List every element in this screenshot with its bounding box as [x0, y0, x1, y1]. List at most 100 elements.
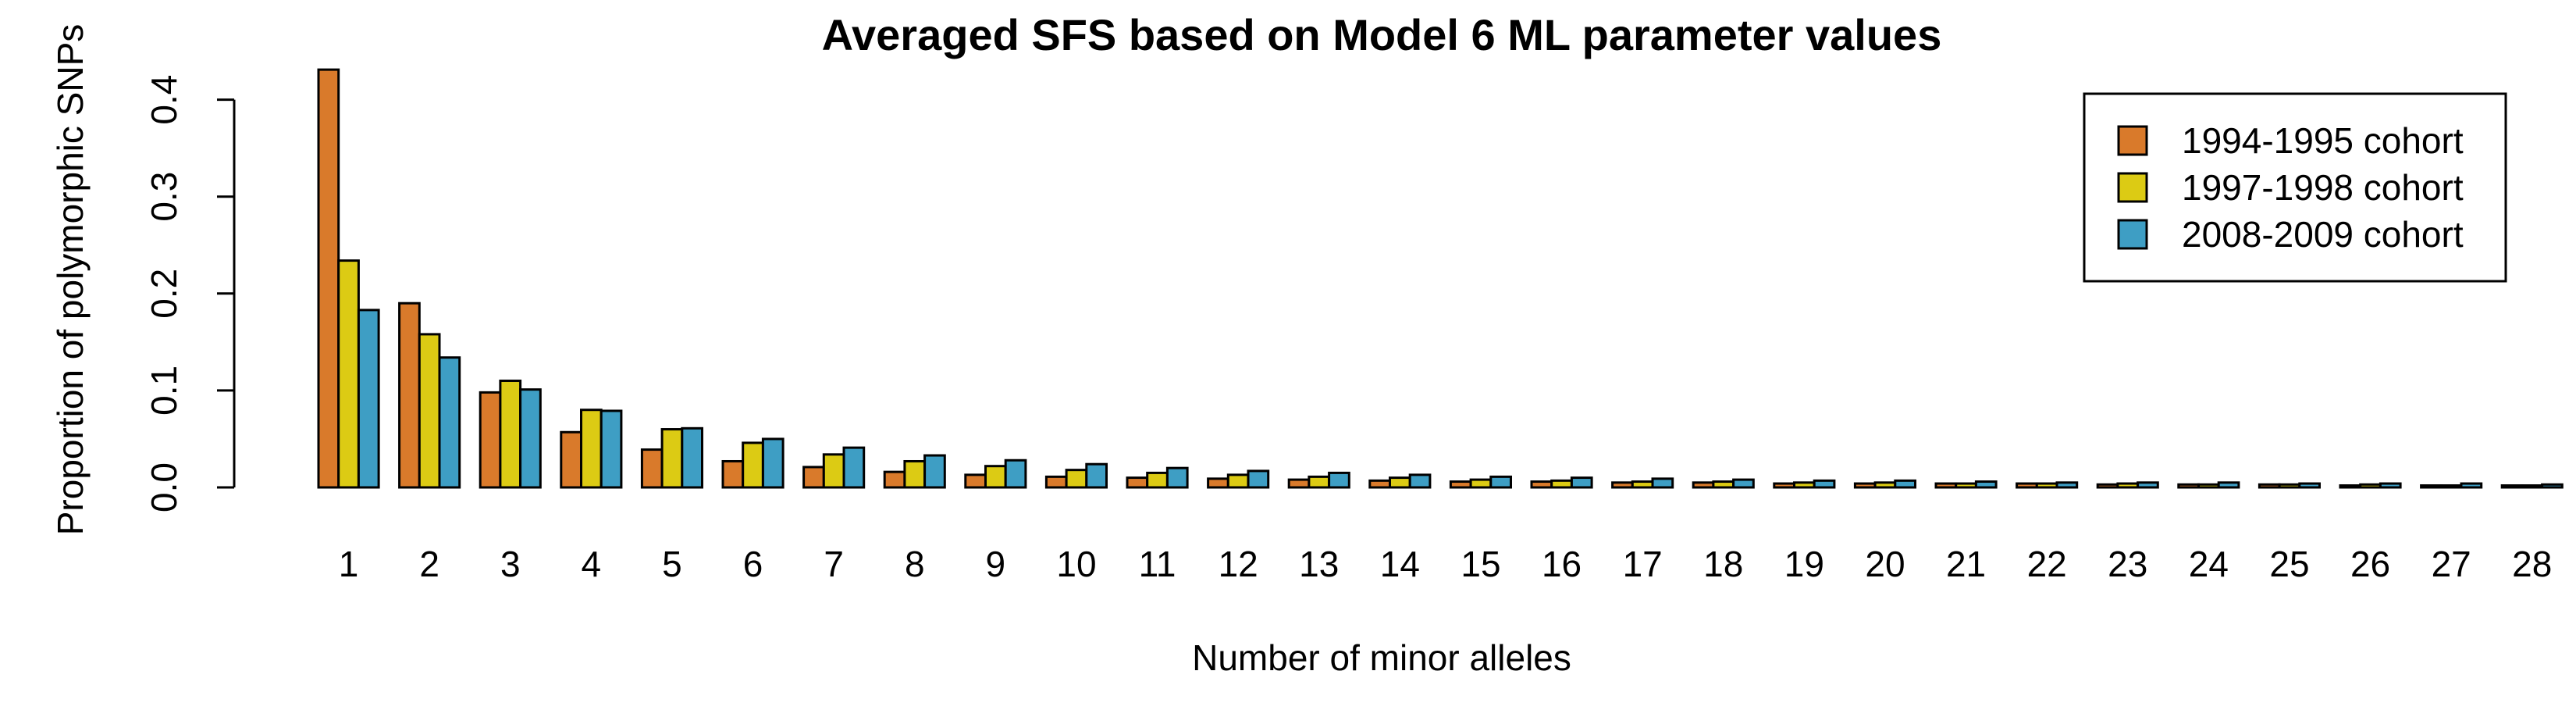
- y-tick-label: 0.3: [144, 172, 184, 222]
- x-tick-label: 1: [339, 544, 359, 584]
- bar: [1146, 471, 1169, 489]
- x-axis-label: Number of minor alleles: [1192, 637, 1571, 678]
- legend-swatch: [2117, 219, 2148, 250]
- bar: [964, 473, 987, 489]
- x-tick-label: 20: [1865, 544, 1905, 584]
- x-tick-label: 17: [1623, 544, 1663, 584]
- bar: [1389, 476, 1411, 489]
- bar: [1651, 477, 1674, 489]
- x-tick-label: 2: [419, 544, 439, 584]
- bar: [1732, 478, 1755, 489]
- bar: [1308, 475, 1331, 489]
- bar: [640, 448, 664, 489]
- x-tick-label: 19: [1784, 544, 1824, 584]
- bar: [1611, 481, 1634, 489]
- bar: [2035, 482, 2058, 489]
- bar: [600, 409, 623, 489]
- bar: [1853, 482, 1877, 489]
- legend-label: 1994-1995 cohort: [2182, 120, 2464, 161]
- bar: [2359, 483, 2382, 489]
- bar: [1126, 476, 1149, 489]
- x-tick-label: 26: [2350, 544, 2390, 584]
- y-tick-label: 0.1: [144, 366, 184, 416]
- bar: [337, 259, 360, 489]
- x-tick-label: 14: [1380, 544, 1420, 584]
- bar: [2379, 482, 2402, 489]
- bar: [2258, 483, 2281, 489]
- y-tick-label: 0.2: [144, 269, 184, 319]
- bar: [560, 430, 582, 489]
- bar: [2460, 482, 2483, 489]
- bar: [2177, 483, 2201, 489]
- bar: [2217, 481, 2240, 489]
- bar: [1287, 478, 1311, 489]
- bar: [660, 428, 684, 489]
- bar: [903, 459, 927, 489]
- bar: [398, 302, 421, 489]
- x-tick-label: 11: [1139, 544, 1176, 584]
- bar: [1631, 480, 1654, 489]
- bar: [1570, 476, 1593, 489]
- x-tick-label: 25: [2269, 544, 2309, 584]
- bar: [842, 446, 866, 489]
- bar: [438, 356, 461, 489]
- bar: [1368, 479, 1392, 489]
- legend: 1994-1995 cohort 1997-1998 cohort 2008-200…: [2083, 92, 2507, 283]
- x-tick-label: 24: [2189, 544, 2229, 584]
- bar: [2420, 484, 2443, 489]
- bar: [1469, 478, 1493, 489]
- bar: [2116, 482, 2140, 489]
- x-tick-label: 15: [1461, 544, 1500, 584]
- bar: [681, 426, 703, 489]
- x-tick-label: 28: [2512, 544, 2552, 584]
- x-tick-label: 6: [743, 544, 763, 584]
- bar: [1873, 481, 1897, 489]
- bar: [1065, 469, 1088, 489]
- legend-label: 2008-2009 cohort: [2182, 214, 2464, 255]
- legend-swatch: [2117, 125, 2148, 156]
- x-tick-label: 22: [2027, 544, 2067, 584]
- bar: [2016, 482, 2038, 489]
- bar: [2278, 483, 2301, 489]
- bar: [2137, 481, 2159, 489]
- bar: [1692, 481, 1715, 489]
- bar: [2500, 484, 2524, 489]
- x-tick-label: 12: [1219, 544, 1258, 584]
- bar: [1489, 475, 1513, 489]
- legend-swatch: [2117, 172, 2148, 203]
- bar: [1085, 462, 1108, 489]
- bar: [1408, 473, 1432, 489]
- bar: [317, 68, 340, 489]
- bar: [761, 437, 785, 489]
- y-tick-label: 0.4: [144, 75, 184, 125]
- bar: [802, 466, 825, 489]
- bar: [1813, 479, 1836, 489]
- bar: [1247, 469, 1270, 489]
- bar: [742, 441, 764, 489]
- x-tick-label: 5: [662, 544, 682, 584]
- legend-box: [2083, 92, 2507, 283]
- bar: [499, 379, 522, 489]
- x-tick-label: 21: [1946, 544, 1986, 584]
- y-tick-label: 0.0: [144, 462, 184, 512]
- bar: [519, 388, 542, 489]
- bar: [923, 454, 946, 489]
- bar: [479, 391, 502, 489]
- bar: [1004, 459, 1027, 489]
- chart-title: Averaged SFS based on Model 6 ML paramet…: [822, 10, 1942, 59]
- bar: [1955, 482, 1977, 489]
- x-tick-label: 13: [1299, 544, 1339, 584]
- bar: [1165, 466, 1189, 489]
- bar: [883, 470, 906, 489]
- bar: [580, 409, 603, 489]
- x-tick-label: 27: [2432, 544, 2471, 584]
- bars: [317, 68, 2564, 489]
- x-tick-label: 18: [1703, 544, 1743, 584]
- bar: [2521, 484, 2544, 489]
- x-tick-label: 4: [582, 544, 602, 584]
- bar: [1934, 482, 1958, 489]
- x-tick-label: 7: [824, 544, 844, 584]
- bar: [1328, 471, 1350, 489]
- bar: [1712, 480, 1735, 489]
- y-axis-label: Proportion of polymorphic SNPs: [50, 24, 91, 536]
